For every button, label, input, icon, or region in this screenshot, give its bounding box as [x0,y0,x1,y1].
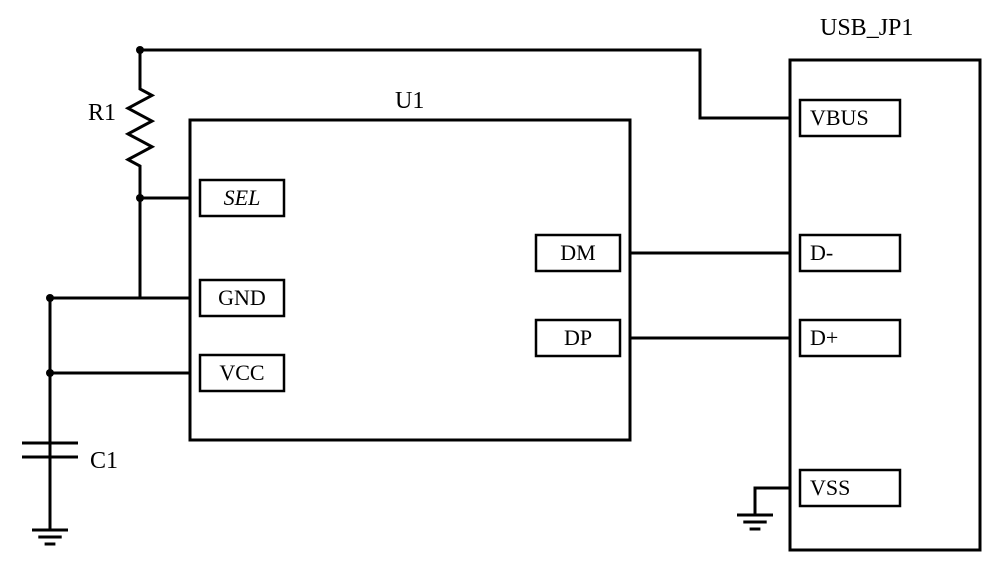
junction-dot [46,369,54,377]
block-u1-label: U1 [395,88,424,114]
block-usb-jp1-label: USB_JP1 [820,15,913,41]
pin-label: DP [564,325,592,350]
wire [140,50,790,118]
junction-dot [136,194,144,202]
junction-dot [136,46,144,54]
pin-label: VCC [219,360,264,385]
junction-dot [46,294,54,302]
pin-label: GND [218,285,266,310]
resistor-r1-label: R1 [88,100,116,126]
pin-label: VBUS [810,105,869,130]
capacitor-c1-label: C1 [90,448,118,474]
pin-label: DM [560,240,595,265]
pin-label: D- [810,240,833,265]
pin-label: D+ [810,325,838,350]
pin-label: VSS [810,475,850,500]
pin-label: SEL [224,185,261,210]
resistor-r1 [128,85,152,170]
